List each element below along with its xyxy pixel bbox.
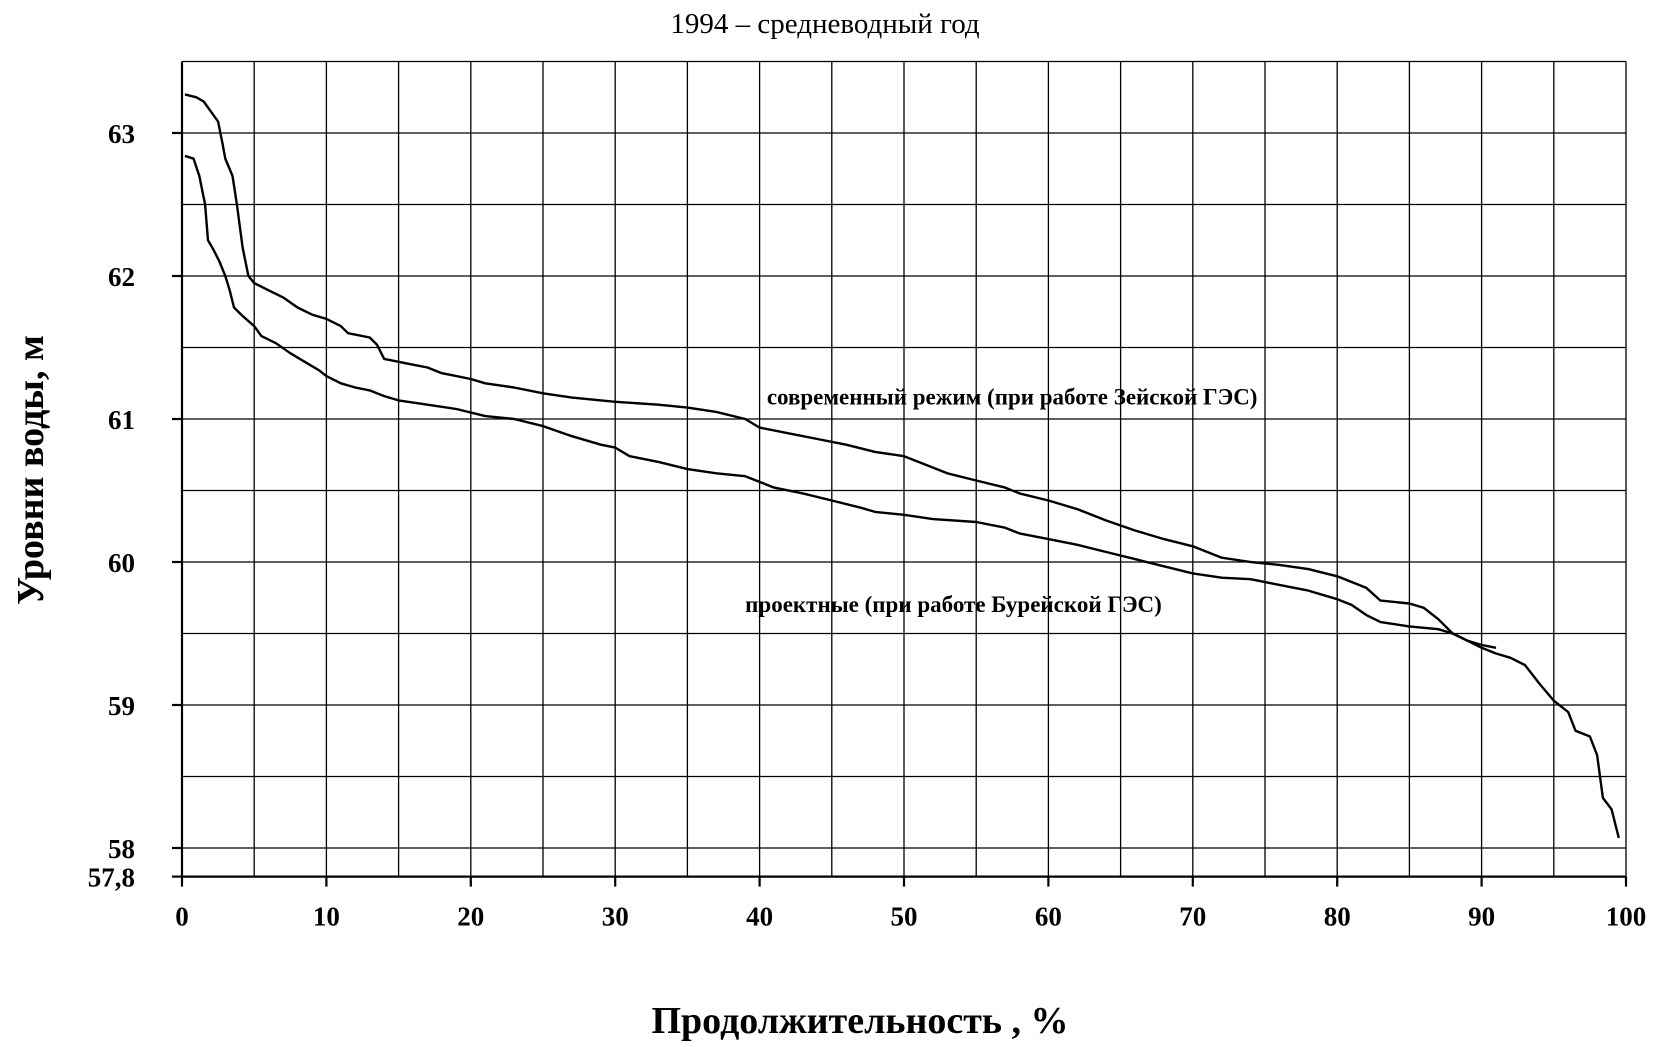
x-tick-label: 40 bbox=[746, 902, 773, 932]
grid bbox=[182, 60, 1627, 877]
annotations: современный режим (при работе Зейской ГЭ… bbox=[745, 385, 1257, 617]
x-tick-label: 10 bbox=[313, 902, 340, 932]
x-tick-label: 50 bbox=[891, 902, 918, 932]
y-axis-title: Уровни воды, м bbox=[10, 335, 52, 605]
x-tick-label: 90 bbox=[1468, 902, 1495, 932]
x-tick-label: 80 bbox=[1324, 902, 1351, 932]
series-line-1 bbox=[184, 93, 1620, 839]
axes bbox=[172, 61, 1628, 887]
y-tick-label: 59 bbox=[108, 691, 135, 721]
annotation-label-2: проектные (при работе Бурейской ГЭС) bbox=[745, 592, 1162, 617]
y-tick-label: 60 bbox=[108, 548, 135, 578]
series-layer bbox=[184, 93, 1620, 839]
x-axis-title: Продолжительность , % bbox=[651, 1000, 1068, 1042]
series-line-2 bbox=[184, 154, 1497, 649]
y-tick-label: 63 bbox=[108, 119, 135, 149]
x-tick-label: 70 bbox=[1179, 902, 1206, 932]
tick-labels: 0 10 20 30 40 50 60 70 80 90 100 57,858 59 60 61 62 63 bbox=[88, 119, 1647, 932]
chart-title: 1994 – средневодный год bbox=[670, 8, 980, 40]
y-tick-label: 62 bbox=[108, 262, 135, 292]
y-tick-label: 58 bbox=[108, 834, 135, 864]
annotation-label-1: современный режим (при работе Зейской ГЭ… bbox=[767, 385, 1258, 410]
x-tick-label: 20 bbox=[457, 902, 484, 932]
x-tick-label: 100 bbox=[1606, 902, 1647, 932]
x-tick-label: 60 bbox=[1035, 902, 1062, 932]
x-tick-label: 30 bbox=[602, 902, 629, 932]
y-tick-label: 57,8 bbox=[88, 863, 135, 893]
y-tick-label: 61 bbox=[108, 405, 135, 435]
x-tick-label: 0 bbox=[175, 902, 189, 932]
